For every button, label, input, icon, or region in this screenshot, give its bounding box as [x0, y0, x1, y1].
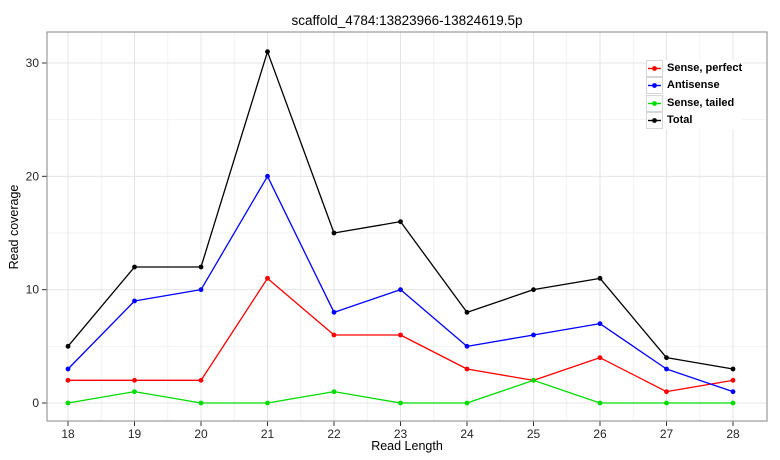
data-point	[730, 400, 736, 406]
data-point	[198, 400, 204, 406]
data-point	[398, 219, 403, 225]
legend-label: Sense, tailed	[667, 96, 735, 109]
data-point	[331, 389, 337, 395]
data-point	[331, 230, 337, 236]
data-point	[65, 366, 71, 372]
data-point	[664, 366, 669, 372]
x-tick-label: 21	[261, 427, 275, 441]
x-tick-label: 23	[394, 427, 408, 441]
x-tick-label: 22	[327, 427, 341, 441]
panel-border	[46, 31, 768, 422]
data-point	[265, 400, 270, 406]
x-tick-label: 24	[460, 427, 474, 441]
legend-label: Antisense	[667, 79, 720, 92]
data-point	[531, 332, 536, 338]
data-point	[597, 355, 603, 361]
data-point	[398, 332, 403, 338]
legend-key-icon	[646, 60, 663, 78]
chart-title: scaffold_4784:13823966-13824619.5p	[291, 13, 523, 28]
data-point	[730, 389, 736, 395]
data-point	[464, 309, 470, 315]
legend-item: Sense, perfect	[646, 60, 743, 78]
data-point	[398, 287, 403, 293]
data-point	[664, 400, 669, 406]
data-point	[464, 366, 470, 372]
data-point	[531, 377, 536, 383]
data-point	[65, 377, 71, 383]
data-point	[398, 400, 403, 406]
legend-key-icon	[646, 94, 663, 112]
data-point	[198, 377, 204, 383]
x-tick-label: 18	[61, 427, 75, 441]
x-tick-label: 25	[527, 427, 541, 441]
x-tick-label: 27	[660, 427, 674, 441]
legend-key-icon	[646, 77, 663, 95]
y-tick-label: 20	[26, 169, 40, 183]
data-point	[331, 332, 337, 338]
data-point	[464, 400, 470, 406]
data-point	[265, 173, 270, 179]
x-tick-label: 26	[593, 427, 607, 441]
data-point	[65, 400, 71, 406]
data-point	[730, 366, 736, 372]
data-point	[597, 321, 603, 327]
data-point	[198, 264, 204, 270]
data-point	[132, 377, 137, 383]
legend: Sense, perfect Antisense Sense, tailed Tota…	[646, 60, 743, 130]
data-point	[132, 298, 137, 304]
data-point	[198, 287, 204, 293]
data-point	[730, 377, 736, 383]
legend-item: Antisense	[646, 77, 742, 95]
legend-label: Sense, perfect	[667, 62, 743, 75]
data-point	[65, 343, 71, 349]
x-tick-label: 19	[128, 427, 142, 441]
data-point	[132, 264, 137, 270]
data-point	[464, 343, 470, 349]
legend-key-icon	[646, 112, 663, 130]
x-tick-label: 20	[194, 427, 208, 441]
legend-item: Sense, tailed	[646, 94, 742, 112]
legend-label: Total	[667, 114, 693, 127]
data-point	[664, 389, 669, 395]
data-point	[597, 275, 603, 281]
legend-item: Total	[646, 112, 742, 130]
y-tick-label: 10	[26, 283, 40, 297]
data-point	[265, 275, 270, 281]
data-point	[531, 287, 536, 293]
data-point	[664, 355, 669, 361]
x-tick-label: 28	[726, 427, 740, 441]
x-axis-label: Read Length	[371, 439, 443, 453]
data-point	[597, 400, 603, 406]
y-tick-label: 0	[32, 396, 39, 410]
data-point	[331, 309, 337, 315]
data-point	[132, 389, 137, 395]
y-tick-label: 30	[26, 56, 40, 70]
y-axis-label: Read coverage	[7, 184, 21, 270]
data-point	[265, 49, 270, 55]
